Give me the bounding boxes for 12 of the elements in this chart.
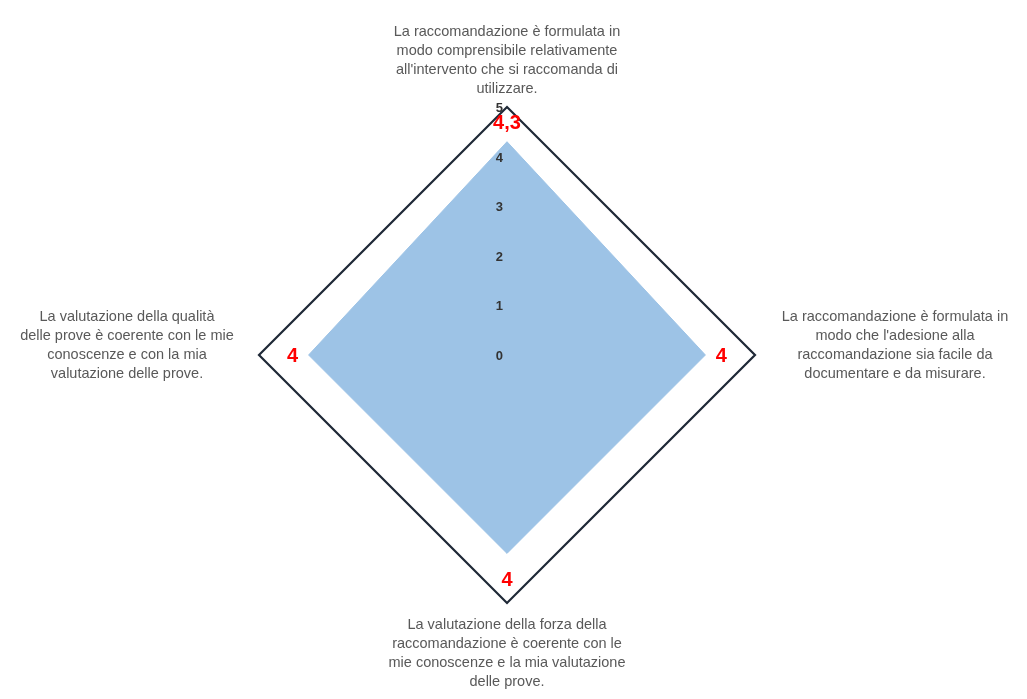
spoke-label: La raccomandazione è formulata in modo che l'adesione alla raccomandazione sia facile da documentare e da misurare. [781, 307, 1009, 381]
data-label: 4 [715, 344, 728, 366]
data-label: 4 [287, 344, 300, 366]
spoke-label: La valutazione della forza della raccomandazione è coerente con le mie conoscenze e la mia valutazione delle prove. [388, 616, 626, 689]
y-tick-label: 2 [495, 248, 503, 264]
y-tick-label: 5 [495, 100, 503, 115]
y-tick-label: 0 [495, 348, 503, 363]
y-tick-label: 1 [495, 298, 503, 314]
y-tick-label: 4 [495, 149, 504, 165]
spoke-label: La valutazione della qualità delle prove è coerente con le mie conoscenze e con la mia valutazione delle prove. [20, 307, 234, 381]
spoke-label: La raccomandazione è formulata in modo comprensibile relativamente all'intervento che si raccomanda di utilizzare. [393, 23, 621, 96]
y-tick-label: 3 [495, 199, 503, 215]
